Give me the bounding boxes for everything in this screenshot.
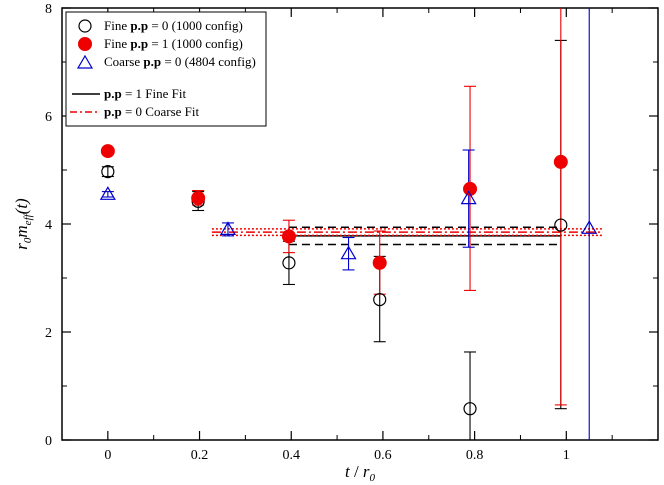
- legend-box: [65, 11, 267, 127]
- x-tick-label: 0.8: [466, 448, 484, 463]
- x-label-sep: /: [350, 462, 363, 481]
- y-label-arg: (t): [12, 198, 31, 214]
- legend-entry-fine-pp0: Fine p.p = 0 (1000 config): [104, 18, 243, 33]
- axis-ticks: 0 0.2 0.4 0.6 0.8 1 0 2 4 6 8: [45, 2, 658, 463]
- data-point-coarse-pp0: [340, 245, 357, 260]
- x-tick-label: 0: [104, 448, 111, 463]
- x-label-r-sub: 0: [370, 472, 376, 484]
- x-label-r: r: [363, 462, 370, 481]
- x-axis-label: t / r0: [345, 462, 376, 484]
- x-label-t: t: [345, 462, 351, 481]
- y-tick-label: 2: [45, 326, 52, 341]
- data-point-fine-pp0: [463, 402, 477, 416]
- data-point-coarse-pp0: [581, 220, 598, 234]
- y-tick-label: 4: [45, 218, 52, 233]
- fit-lines: [211, 226, 603, 246]
- data-point-fine-pp0: [373, 293, 387, 307]
- y-label-r: r: [12, 243, 31, 250]
- y-label-m-sub: eff: [22, 212, 34, 225]
- data-point-coarse-pp0: [219, 221, 237, 235]
- legend-marker-fine-pp1: [78, 37, 92, 51]
- y-tick-label: 6: [45, 110, 52, 125]
- x-tick-label: 0.4: [282, 448, 300, 463]
- legend-marker-coarse-pp0: [76, 54, 94, 69]
- data-point-fine-pp1: [553, 154, 568, 169]
- y-label-r-sub: 0: [22, 237, 34, 243]
- data-point-fine-pp1: [191, 191, 206, 206]
- data-point-fine-pp0: [101, 165, 115, 179]
- legend-entry-fine-pp1: Fine p.p = 1 (1000 config): [104, 36, 243, 51]
- legend-entry-coarse-pp0: Coarse p.p = 0 (4804 config): [104, 54, 256, 69]
- y-axis-label: r0meff(t): [12, 198, 34, 250]
- legend-entry-coarse-fit: p.p = 0 Coarse Fit: [104, 104, 199, 119]
- data-point-fine-pp0: [554, 218, 568, 232]
- legend-marker-fine-pp0: [78, 19, 92, 33]
- data-point-fine-pp1: [372, 255, 387, 270]
- data-points: [99, 144, 598, 416]
- data-point-fine-pp1: [463, 181, 478, 196]
- data-point-fine-pp1: [281, 229, 296, 244]
- data-point-coarse-pp0: [99, 186, 116, 200]
- y-tick-label: 0: [45, 434, 52, 449]
- legend: Fine p.p = 0 (1000 config) Fine p.p = 1 …: [65, 11, 267, 127]
- legend-entry-fine-fit: p.p = 1 Fine Fit: [104, 86, 187, 101]
- y-tick-label: 8: [45, 2, 52, 17]
- y-label-m: m: [12, 225, 31, 237]
- x-tick-label: 0.2: [191, 448, 209, 463]
- x-tick-label: 0.6: [374, 448, 392, 463]
- data-point-fine-pp1: [100, 144, 115, 159]
- x-tick-label: 1: [563, 448, 570, 463]
- data-point-fine-pp0: [282, 256, 296, 270]
- data-point-coarse-pp0: [460, 190, 477, 205]
